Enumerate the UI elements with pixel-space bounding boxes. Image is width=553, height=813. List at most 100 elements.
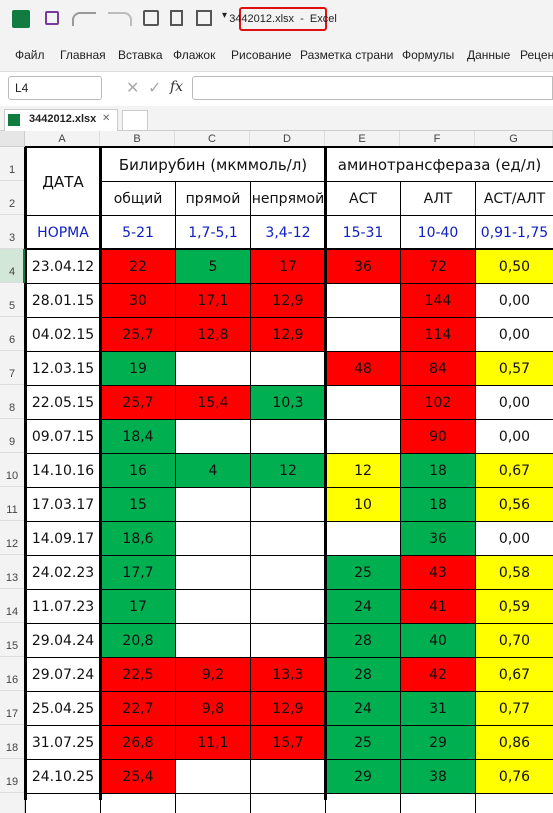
menu-item[interactable]: Рецен bbox=[520, 48, 553, 62]
column-header[interactable]: F bbox=[400, 131, 475, 147]
value-cell[interactable]: 15 bbox=[100, 487, 176, 522]
value-cell[interactable]: 43 bbox=[400, 555, 476, 590]
redo-icon[interactable] bbox=[108, 12, 132, 26]
column-header[interactable]: E bbox=[325, 131, 400, 147]
row-header[interactable]: 18 bbox=[0, 725, 25, 759]
norm-cell[interactable]: НОРМА bbox=[25, 215, 101, 250]
value-cell[interactable]: 10 bbox=[325, 487, 401, 522]
value-cell[interactable]: 40 bbox=[400, 623, 476, 658]
value-cell[interactable] bbox=[325, 419, 401, 454]
value-cell[interactable]: 15,4 bbox=[175, 385, 251, 420]
row-header[interactable]: 14 bbox=[0, 589, 25, 623]
date-cell[interactable]: 23.04.12 bbox=[25, 249, 101, 284]
value-cell[interactable]: 30 bbox=[100, 283, 176, 318]
value-cell[interactable]: 0,86 bbox=[475, 725, 553, 760]
column-header[interactable]: A bbox=[25, 131, 100, 147]
value-cell[interactable]: 17 bbox=[100, 589, 176, 624]
new-tab[interactable] bbox=[122, 110, 148, 131]
date-cell[interactable]: 09.07.15 bbox=[25, 419, 101, 454]
row-header[interactable]: 1 bbox=[0, 147, 25, 181]
date-cell[interactable]: 24.02.23 bbox=[25, 555, 101, 590]
value-cell[interactable]: 22 bbox=[100, 249, 176, 284]
value-cell[interactable] bbox=[175, 419, 251, 454]
tab-close[interactable]: ✕ bbox=[102, 113, 111, 124]
cell[interactable] bbox=[325, 793, 401, 813]
qat-dropdown[interactable]: ▾ bbox=[222, 10, 228, 21]
value-cell[interactable] bbox=[250, 419, 326, 454]
value-cell[interactable]: 16 bbox=[100, 453, 176, 488]
value-cell[interactable]: 26,8 bbox=[100, 725, 176, 760]
cell[interactable] bbox=[250, 793, 326, 813]
name-box[interactable]: L4 bbox=[8, 76, 102, 100]
row-header[interactable]: 4 bbox=[0, 249, 25, 283]
value-cell[interactable]: 22,5 bbox=[100, 657, 176, 692]
norm-cell[interactable]: 5-21 bbox=[100, 215, 176, 250]
cell[interactable] bbox=[400, 793, 476, 813]
value-cell[interactable]: 5 bbox=[175, 249, 251, 284]
column-header[interactable]: G bbox=[475, 131, 553, 147]
value-cell[interactable]: 29 bbox=[400, 725, 476, 760]
value-cell[interactable]: 12,9 bbox=[250, 317, 326, 352]
row-header[interactable]: 6 bbox=[0, 317, 25, 351]
row-header[interactable] bbox=[0, 793, 25, 813]
value-cell[interactable]: 84 bbox=[400, 351, 476, 386]
menu-item[interactable]: Флажок bbox=[173, 48, 216, 62]
value-cell[interactable]: 20,8 bbox=[100, 623, 176, 658]
value-cell[interactable]: 12 bbox=[325, 453, 401, 488]
menu-item[interactable]: Вставка bbox=[118, 48, 163, 62]
row-header[interactable]: 13 bbox=[0, 555, 25, 589]
cell[interactable] bbox=[475, 793, 553, 813]
value-cell[interactable] bbox=[175, 555, 251, 590]
norm-cell[interactable]: 0,91-1,75 bbox=[475, 215, 553, 250]
date-cell[interactable]: 25.04.25 bbox=[25, 691, 101, 726]
value-cell[interactable]: 4 bbox=[175, 453, 251, 488]
value-cell[interactable] bbox=[325, 385, 401, 420]
value-cell[interactable]: 19 bbox=[100, 351, 176, 386]
value-cell[interactable]: 36 bbox=[325, 249, 401, 284]
header-cell[interactable]: АСТ/АЛТ bbox=[475, 181, 553, 216]
value-cell[interactable]: 90 bbox=[400, 419, 476, 454]
corner[interactable] bbox=[0, 131, 25, 147]
menu-item[interactable]: Рисование bbox=[231, 48, 292, 62]
formula-input[interactable] bbox=[192, 76, 553, 100]
header-cell[interactable]: общий bbox=[100, 181, 176, 216]
value-cell[interactable]: 36 bbox=[400, 521, 476, 556]
row-header[interactable]: 10 bbox=[0, 453, 25, 487]
row-header[interactable]: 19 bbox=[0, 759, 25, 793]
row-header[interactable]: 15 bbox=[0, 623, 25, 657]
value-cell[interactable]: 17 bbox=[250, 249, 326, 284]
norm-cell[interactable]: 1,7-5,1 bbox=[175, 215, 251, 250]
value-cell[interactable]: 9,2 bbox=[175, 657, 251, 692]
header-cell[interactable]: АЛТ bbox=[400, 181, 476, 216]
date-cell[interactable]: 14.10.16 bbox=[25, 453, 101, 488]
value-cell[interactable]: 0,00 bbox=[475, 317, 553, 352]
cell[interactable] bbox=[100, 793, 176, 813]
value-cell[interactable]: 0,76 bbox=[475, 759, 553, 794]
value-cell[interactable]: 18,6 bbox=[100, 521, 176, 556]
undo-icon[interactable] bbox=[72, 12, 96, 26]
value-cell[interactable] bbox=[325, 317, 401, 352]
date-cell[interactable]: 04.02.15 bbox=[25, 317, 101, 352]
menu-item[interactable]: Формулы bbox=[402, 48, 455, 62]
row-header[interactable]: 16 bbox=[0, 657, 25, 691]
value-cell[interactable]: 10,3 bbox=[250, 385, 326, 420]
date-cell[interactable]: 29.04.24 bbox=[25, 623, 101, 658]
value-cell[interactable] bbox=[175, 351, 251, 386]
date-cell[interactable]: 29.07.24 bbox=[25, 657, 101, 692]
row-header[interactable]: 3 bbox=[0, 215, 25, 249]
menu-item[interactable]: Файл bbox=[15, 48, 45, 62]
header-cell[interactable]: аминотрансфераза (ед/л) bbox=[325, 147, 553, 182]
value-cell[interactable] bbox=[250, 521, 326, 556]
value-cell[interactable]: 18 bbox=[400, 453, 476, 488]
qat-icon[interactable] bbox=[170, 10, 183, 26]
value-cell[interactable]: 0,67 bbox=[475, 657, 553, 692]
row-header[interactable]: 7 bbox=[0, 351, 25, 385]
value-cell[interactable]: 41 bbox=[400, 589, 476, 624]
value-cell[interactable]: 12,9 bbox=[250, 283, 326, 318]
row-header[interactable]: 5 bbox=[0, 283, 25, 317]
value-cell[interactable] bbox=[175, 759, 251, 794]
value-cell[interactable]: 102 bbox=[400, 385, 476, 420]
value-cell[interactable]: 0,59 bbox=[475, 589, 553, 624]
cell[interactable] bbox=[25, 793, 101, 813]
date-cell[interactable]: 22.05.15 bbox=[25, 385, 101, 420]
